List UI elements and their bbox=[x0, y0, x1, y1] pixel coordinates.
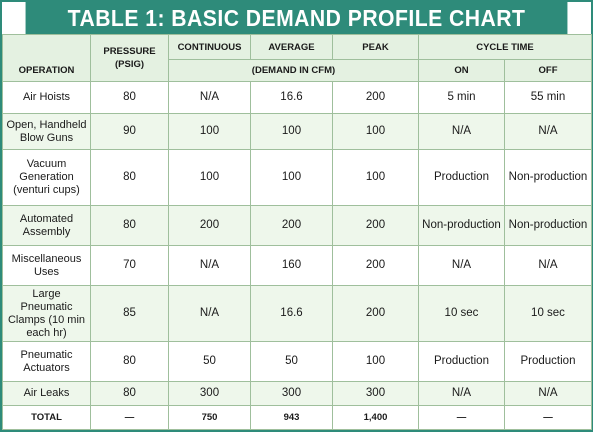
cell-continuous: N/A bbox=[168, 285, 251, 342]
total-continuous: 750 bbox=[168, 405, 251, 430]
total-on: — bbox=[418, 405, 505, 430]
cell-off: Non-production bbox=[504, 149, 592, 206]
cell-average: 160 bbox=[250, 245, 333, 286]
total-label: TOTAL bbox=[2, 405, 91, 430]
cell-operation: Vacuum Generation (venturi cups) bbox=[2, 149, 91, 206]
table-row: Automated Assembly 80 200 200 200 Non-pr… bbox=[2, 205, 592, 246]
cell-on: N/A bbox=[418, 381, 505, 406]
cell-pressure: 80 bbox=[90, 205, 169, 246]
cell-average: 50 bbox=[250, 341, 333, 382]
cell-pressure: 80 bbox=[90, 149, 169, 206]
cell-pressure: 80 bbox=[90, 81, 169, 114]
demand-profile-table: OPERATION PRESSURE (PSIG) CONTINUOUS AVE… bbox=[2, 34, 592, 430]
cell-continuous: 300 bbox=[168, 381, 251, 406]
cell-continuous: N/A bbox=[168, 81, 251, 114]
table-row: Air Hoists 80 N/A 16.6 200 5 min 55 min bbox=[2, 81, 592, 114]
cell-on: Production bbox=[418, 149, 505, 206]
cell-continuous: 50 bbox=[168, 341, 251, 382]
cell-off: N/A bbox=[504, 113, 592, 150]
cell-peak: 300 bbox=[332, 381, 419, 406]
cell-peak: 100 bbox=[332, 113, 419, 150]
table-title: TABLE 1: BASIC DEMAND PROFILE CHART bbox=[25, 2, 568, 34]
cell-on: N/A bbox=[418, 113, 505, 150]
cell-operation: Open, Handheld Blow Guns bbox=[2, 113, 91, 150]
cell-average: 16.6 bbox=[250, 81, 333, 114]
cell-off: 10 sec bbox=[504, 285, 592, 342]
header-operation: OPERATION bbox=[2, 34, 91, 82]
table-row: Open, Handheld Blow Guns 90 100 100 100 … bbox=[2, 113, 592, 150]
total-off: — bbox=[504, 405, 592, 430]
cell-operation: Miscellaneous Uses bbox=[2, 245, 91, 286]
total-row: TOTAL — 750 943 1,400 — — bbox=[2, 405, 592, 430]
header-average: AVERAGE bbox=[250, 34, 333, 60]
cell-pressure: 80 bbox=[90, 341, 169, 382]
cell-peak: 100 bbox=[332, 149, 419, 206]
table-row: Large Pneumatic Clamps (10 min each hr) … bbox=[2, 285, 592, 342]
cell-off: Production bbox=[504, 341, 592, 382]
cell-on: Production bbox=[418, 341, 505, 382]
cell-off: 55 min bbox=[504, 81, 592, 114]
cell-pressure: 70 bbox=[90, 245, 169, 286]
cell-peak: 200 bbox=[332, 205, 419, 246]
header-cycle-time: CYCLE TIME bbox=[418, 34, 592, 60]
cell-on: Non-production bbox=[418, 205, 505, 246]
cell-average: 100 bbox=[250, 113, 333, 150]
cell-operation: Pneumatic Actuators bbox=[2, 341, 91, 382]
cell-operation: Air Hoists bbox=[2, 81, 91, 114]
header-off: OFF bbox=[504, 59, 592, 82]
total-peak: 1,400 bbox=[332, 405, 419, 430]
cell-continuous: 200 bbox=[168, 205, 251, 246]
cell-average: 16.6 bbox=[250, 285, 333, 342]
table-row: Air Leaks 80 300 300 300 N/A N/A bbox=[2, 381, 592, 406]
cell-peak: 200 bbox=[332, 245, 419, 286]
header-peak: PEAK bbox=[332, 34, 419, 60]
header-pressure: PRESSURE (PSIG) bbox=[90, 34, 169, 82]
cell-average: 200 bbox=[250, 205, 333, 246]
header-on: ON bbox=[418, 59, 505, 82]
cell-pressure: 80 bbox=[90, 381, 169, 406]
cell-operation: Large Pneumatic Clamps (10 min each hr) bbox=[2, 285, 91, 342]
cell-average: 300 bbox=[250, 381, 333, 406]
cell-peak: 200 bbox=[332, 81, 419, 114]
cell-peak: 100 bbox=[332, 341, 419, 382]
cell-pressure: 90 bbox=[90, 113, 169, 150]
cell-average: 100 bbox=[250, 149, 333, 206]
header-demand-unit: (DEMAND IN CFM) bbox=[168, 59, 419, 82]
cell-operation: Automated Assembly bbox=[2, 205, 91, 246]
table-row: Miscellaneous Uses 70 N/A 160 200 N/A N/… bbox=[2, 245, 592, 286]
cell-on: N/A bbox=[418, 245, 505, 286]
cell-continuous: 100 bbox=[168, 149, 251, 206]
cell-off: Non-production bbox=[504, 205, 592, 246]
cell-peak: 200 bbox=[332, 285, 419, 342]
cell-continuous: 100 bbox=[168, 113, 251, 150]
table-row: Pneumatic Actuators 80 50 50 100 Product… bbox=[2, 341, 592, 382]
cell-off: N/A bbox=[504, 245, 592, 286]
cell-pressure: 85 bbox=[90, 285, 169, 342]
cell-operation: Air Leaks bbox=[2, 381, 91, 406]
cell-off: N/A bbox=[504, 381, 592, 406]
cell-on: 5 min bbox=[418, 81, 505, 114]
cell-on: 10 sec bbox=[418, 285, 505, 342]
total-pressure: — bbox=[90, 405, 169, 430]
header-continuous: CONTINUOUS bbox=[168, 34, 251, 60]
table-row: Vacuum Generation (venturi cups) 80 100 … bbox=[2, 149, 592, 206]
cell-continuous: N/A bbox=[168, 245, 251, 286]
total-average: 943 bbox=[250, 405, 333, 430]
